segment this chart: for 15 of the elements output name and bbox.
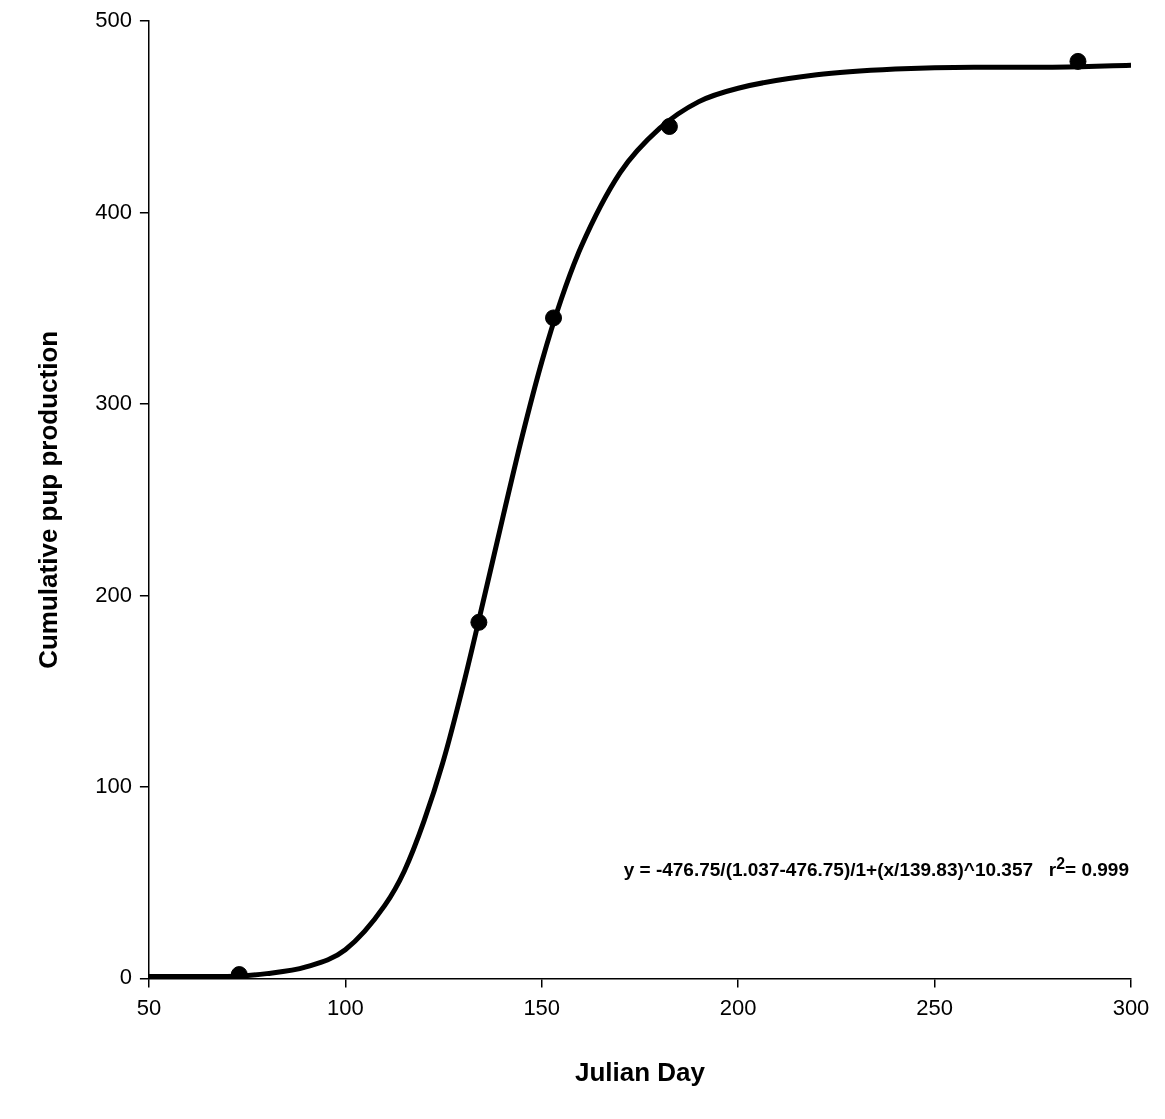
x-axis-title: Julian Day — [574, 1056, 706, 1087]
y-tick-label: 400 — [95, 198, 132, 224]
x-tick-label: 50 — [136, 994, 162, 1020]
y-tick-label: 0 — [119, 964, 132, 990]
annotation: y = -476.75/(1.037-476.75)/1+(x/139.83)^10.357 r$^{2}$= 0.999 — [623, 855, 1129, 882]
x-tick-label: 150 — [523, 994, 561, 1020]
y-axis-title: Cumulative pup production — [32, 330, 63, 669]
y-tick-label: 100 — [95, 773, 132, 799]
x-tick-label: 100 — [326, 994, 364, 1020]
y-tick-label: 300 — [95, 390, 132, 416]
x-tick-label: 300 — [1112, 994, 1150, 1020]
x-tick-label: 250 — [916, 994, 953, 1020]
y-tick-label: 200 — [95, 581, 132, 607]
x-tick-label: 200 — [719, 994, 757, 1020]
y-tick-label: 500 — [95, 7, 132, 33]
